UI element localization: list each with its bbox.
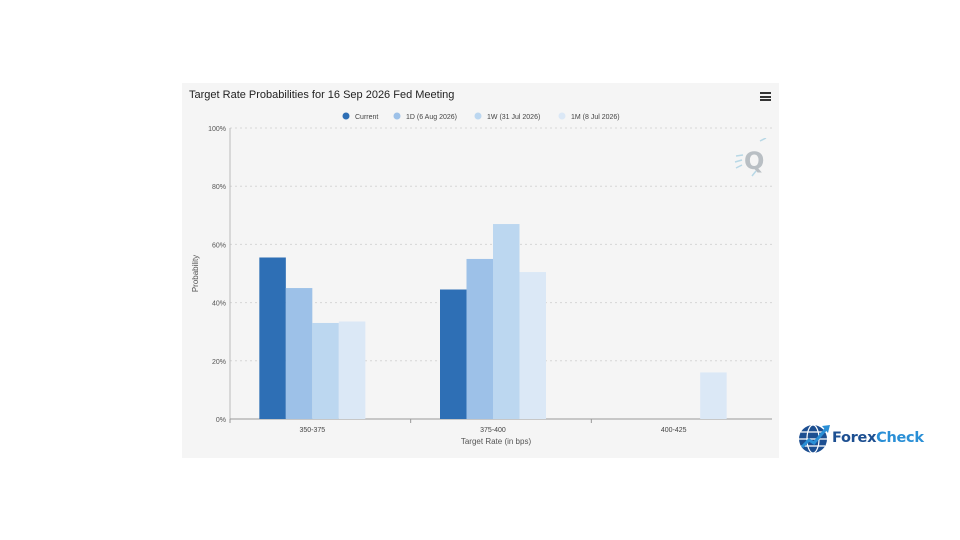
y-tick-label: 20% bbox=[212, 359, 226, 366]
hamburger-menu-icon[interactable] bbox=[760, 92, 771, 101]
y-tick-label: 100% bbox=[208, 126, 226, 133]
x-tick-label: 350-375 bbox=[299, 427, 325, 434]
legend-label: Current bbox=[355, 114, 378, 121]
logo-text-check: Check bbox=[876, 430, 924, 446]
chart-panel: 0% 20% 40% 60% 80% 100% 350-375 375-400 400-425 T… bbox=[182, 83, 779, 458]
x-tick-label: 375-400 bbox=[480, 427, 506, 434]
legend-marker bbox=[474, 112, 482, 120]
bar bbox=[440, 289, 467, 419]
y-tick-label: 60% bbox=[212, 242, 226, 249]
bar bbox=[338, 321, 366, 419]
forexcheck-logo: ForexCheck bbox=[797, 420, 927, 456]
y-tick-label: 40% bbox=[212, 301, 226, 308]
y-axis-label: Probability bbox=[191, 255, 200, 292]
bar bbox=[493, 224, 520, 419]
x-axis-label: Target Rate (in bps) bbox=[461, 437, 532, 446]
bar bbox=[312, 322, 339, 419]
legend-marker bbox=[342, 112, 350, 120]
globe-chart-icon bbox=[799, 424, 830, 454]
legend-label: 1M (8 Jul 2026) bbox=[571, 114, 620, 121]
legend-marker bbox=[393, 112, 401, 120]
bar bbox=[700, 372, 727, 419]
bar bbox=[466, 258, 493, 419]
bar bbox=[519, 272, 546, 419]
y-tick-label: 80% bbox=[212, 184, 226, 191]
bar bbox=[259, 257, 286, 419]
y-tick-label: 0% bbox=[216, 417, 226, 424]
legend-label: 1D (6 Aug 2026) bbox=[406, 114, 457, 121]
q-logo-icon: Q bbox=[734, 138, 767, 177]
chart-svg: 0% 20% 40% 60% 80% 100% 350-375 375-400 400-425 T… bbox=[191, 112, 772, 446]
chart-title: Target Rate Probabilities for 16 Sep 202… bbox=[189, 89, 455, 101]
logo-text: ForexCheck bbox=[832, 430, 924, 446]
legend-marker bbox=[558, 112, 566, 120]
legend-label: 1W (31 Jul 2026) bbox=[487, 114, 540, 121]
svg-text:Q: Q bbox=[744, 147, 764, 175]
x-tick-label: 400-425 bbox=[661, 427, 687, 434]
bar bbox=[285, 288, 313, 419]
logo-text-forex: Forex bbox=[832, 430, 877, 446]
